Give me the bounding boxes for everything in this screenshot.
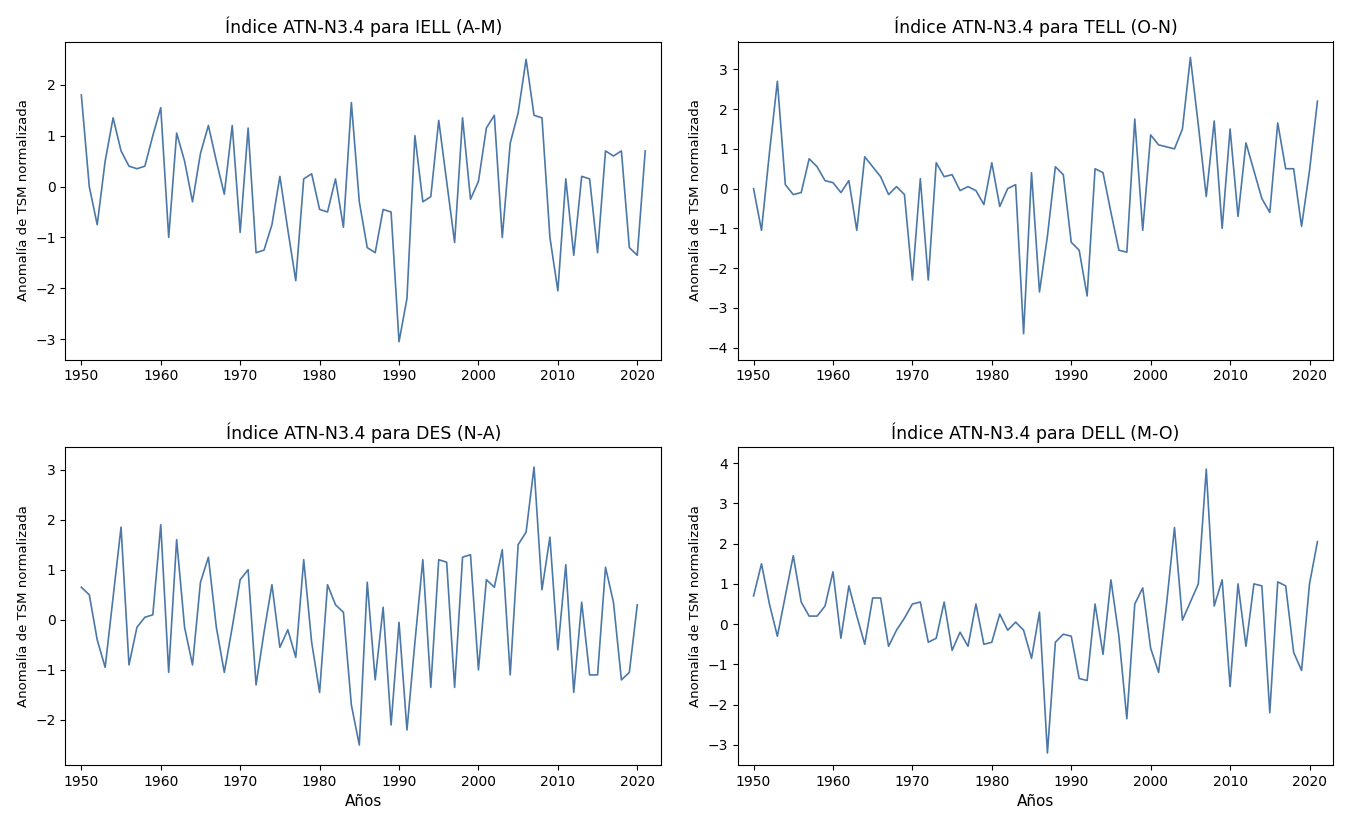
Title: Índice ATN-N3.4 para DES (N-A): Índice ATN-N3.4 para DES (N-A) (225, 422, 501, 443)
Y-axis label: Anomalía de TSM normalizada: Anomalía de TSM normalizada (688, 505, 702, 707)
Title: Índice ATN-N3.4 para TELL (O-N): Índice ATN-N3.4 para TELL (O-N) (894, 17, 1177, 37)
X-axis label: Años: Años (1017, 795, 1054, 809)
Title: Índice ATN-N3.4 para IELL (A-M): Índice ATN-N3.4 para IELL (A-M) (224, 17, 502, 37)
Y-axis label: Anomalía de TSM normalizada: Anomalía de TSM normalizada (688, 100, 702, 301)
Y-axis label: Anomalía de TSM normalizada: Anomalía de TSM normalizada (16, 100, 30, 301)
Title: Índice ATN-N3.4 para DELL (M-O): Índice ATN-N3.4 para DELL (M-O) (891, 422, 1180, 443)
Y-axis label: Anomalía de TSM normalizada: Anomalía de TSM normalizada (16, 505, 30, 707)
X-axis label: Años: Años (344, 795, 382, 809)
